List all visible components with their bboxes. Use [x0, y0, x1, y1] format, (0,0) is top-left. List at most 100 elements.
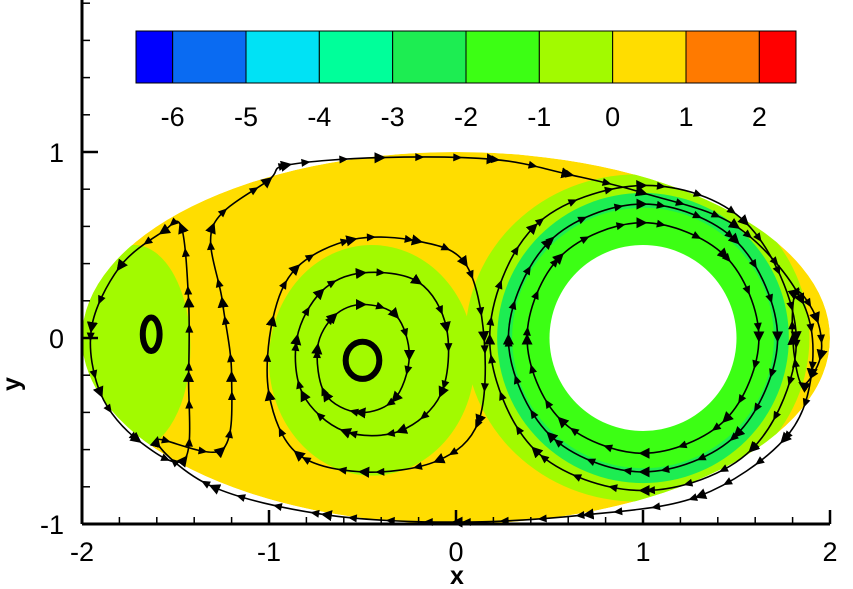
streamline-arrow: [688, 493, 698, 501]
streamline-arrow: [347, 514, 358, 523]
streamline-arrow: [411, 275, 422, 285]
streamline-arrow: [312, 349, 321, 359]
colorbar-tick-label-3: -3: [381, 102, 405, 132]
streamline-arrow: [475, 419, 483, 429]
colorbar-band-3: [318, 30, 394, 84]
streamline-arrow: [466, 269, 474, 280]
streamline-arrow: [440, 242, 451, 251]
streamline-arrow: [326, 280, 337, 289]
streamline-arrow: [325, 315, 335, 326]
colorbar-band-9: [758, 30, 797, 84]
streamline-arrow: [266, 390, 275, 401]
x-axis-title: x: [450, 562, 464, 589]
streamline-arrow: [404, 365, 413, 376]
streamline-arrow: [103, 403, 112, 414]
colorbar-tick-label-7: 1: [678, 102, 693, 132]
streamline-arrow: [651, 502, 661, 511]
streamline-arrow: [773, 331, 782, 341]
streamline-arrow: [376, 268, 386, 277]
streamline-arrow: [803, 297, 812, 308]
colorbar-tick-label-0: -6: [161, 102, 185, 132]
streamline-arrow: [169, 217, 179, 227]
streamline-arrow: [677, 440, 688, 449]
streamline-arrow: [575, 511, 585, 519]
contour-left-vortex-core: [139, 314, 163, 355]
streamline-arrow: [656, 200, 666, 209]
y-axis-title: y: [0, 377, 26, 391]
streamline-arrow: [656, 219, 666, 228]
streamline-arrow: [742, 285, 750, 296]
streamline-arrow: [603, 444, 614, 453]
streamline-arrow: [227, 391, 236, 401]
streamline-arrow: [184, 361, 193, 371]
streamline-arrow: [608, 484, 618, 493]
streamline-arrow: [531, 290, 539, 300]
x-tick-label-4: 2: [822, 537, 837, 567]
streamline-arrow: [349, 408, 359, 417]
streamline-arrow: [453, 153, 463, 162]
streamline-arrow: [321, 386, 329, 397]
streamline-arrow: [278, 427, 287, 438]
streamline-arrow: [577, 216, 588, 225]
streamline-arrow: [569, 427, 580, 437]
streamline-arrow: [601, 178, 612, 186]
streamline-arrow: [227, 353, 236, 363]
y-tick-label-2: 1: [49, 138, 64, 168]
streamline-arrow: [128, 431, 139, 441]
streamline-arrow: [490, 155, 501, 164]
streamline-arrow: [339, 155, 349, 164]
colorbar: -6 -5 -4 -3 -2 -1 0 1 2: [135, 30, 797, 132]
streamline-arrow: [263, 352, 272, 363]
streamline-arrow: [448, 447, 459, 456]
streamline-arrow: [348, 430, 358, 439]
streamline-arrow: [412, 462, 423, 470]
streamline-arrow: [683, 478, 694, 487]
streamline-arrow: [301, 456, 312, 465]
streamline-arrow: [217, 208, 228, 218]
streamline-arrow: [89, 369, 98, 380]
x-tick-label-1: -1: [257, 537, 281, 567]
streamline-arrow: [529, 364, 538, 374]
field-region-left-edge: [82, 244, 191, 450]
streamline-arrow: [339, 238, 350, 247]
streamline-arrow: [692, 189, 703, 197]
streamline-arrow: [215, 278, 224, 288]
streamline-arrow: [279, 279, 287, 290]
streamline-arrow: [508, 300, 517, 311]
streamline-arrow: [545, 399, 554, 409]
streamline-arrow: [184, 285, 193, 295]
streamline-arrow: [691, 231, 702, 239]
streamline-arrow: [537, 514, 547, 523]
colorbar-tick-label-4: -2: [454, 102, 478, 132]
streamline-arrow: [221, 315, 230, 326]
streamline-arrow: [160, 453, 171, 461]
contour-field: [82, 152, 830, 524]
field-region-central-vortex: [269, 245, 475, 476]
streamline-arrow: [622, 467, 632, 476]
streamline-arrow: [567, 199, 578, 207]
streamline-arrow: [613, 203, 624, 212]
streamline-arrow: [143, 236, 153, 245]
streamline-arrow: [534, 217, 545, 227]
streamline-arrow: [788, 320, 797, 330]
streamline-arrow: [291, 341, 300, 352]
streamline-arrow: [415, 153, 425, 162]
contour-central-vortex-core: [342, 338, 383, 382]
streamline-arrow: [752, 359, 761, 370]
streamline-arrow: [640, 449, 650, 458]
x-tick-label-3: 1: [635, 537, 650, 567]
streamline-arrow: [375, 467, 385, 476]
streamline-arrow: [604, 186, 614, 195]
streamline-arrow: [98, 294, 106, 305]
streamline-arrow: [721, 252, 731, 263]
streamline-arrow: [444, 343, 453, 353]
x-tick-label-2: 0: [448, 537, 463, 567]
streamline-arrow: [310, 509, 320, 518]
colorbar-band-4: [392, 30, 467, 84]
streamline-arrow: [753, 322, 762, 332]
streamline-arrow: [564, 169, 575, 178]
streamline-arrow: [301, 306, 310, 317]
streamline-arrow: [613, 507, 623, 516]
streamline-arrow: [181, 247, 190, 258]
